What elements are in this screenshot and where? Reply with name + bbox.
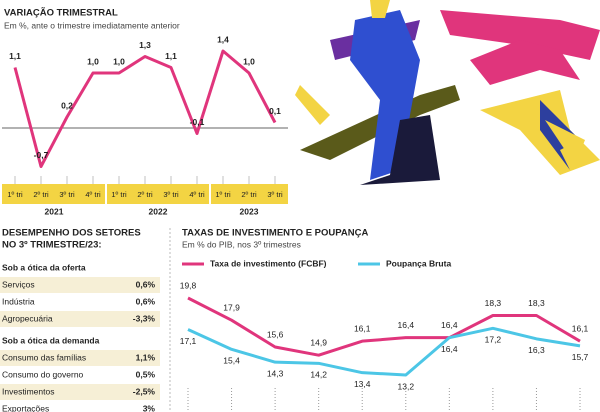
data-label: 16,4	[398, 320, 415, 330]
x-tick-label: 1º tri	[111, 190, 127, 199]
row-label: Consumo das famílias	[2, 352, 86, 362]
row-label: Agropecuária	[2, 313, 53, 323]
chart-subtitle: Em % do PIB, nos 3º trimestres	[182, 239, 301, 249]
x-tick-label: 2º tri	[241, 190, 257, 199]
row-value: 1,1%	[136, 352, 156, 362]
data-label: 17,1	[180, 336, 197, 346]
x-tick-label: 3º tri	[163, 190, 179, 199]
data-label: -0,1	[190, 117, 205, 127]
data-label: 16,1	[572, 323, 589, 333]
line	[13, 49, 277, 168]
category-band	[2, 184, 288, 204]
data-label: 16,1	[354, 323, 371, 333]
x-tick-label: 2º tri	[137, 190, 153, 199]
data-label: 0,1	[269, 106, 281, 116]
data-label: 1,0	[113, 56, 125, 66]
data-label: 14,2	[310, 370, 327, 380]
legend-label: Taxa de investimento (FCBF)	[210, 258, 327, 268]
x-tick-label: 1º tri	[7, 190, 23, 199]
data-label: 14,9	[310, 337, 327, 347]
row-value: 3%	[143, 403, 156, 412]
row-value: -2,5%	[133, 386, 156, 396]
data-label: 18,3	[528, 298, 545, 308]
data-label: 16,4	[441, 320, 458, 330]
data-label: 0,2	[61, 100, 73, 110]
row-label: Indústria	[2, 296, 35, 306]
line	[187, 296, 581, 357]
data-label: 1,1	[9, 51, 21, 61]
data-label: 1,4	[217, 34, 229, 44]
row-bg	[0, 277, 160, 293]
data-label: 17,2	[485, 335, 502, 345]
data-label: 14,3	[267, 368, 284, 378]
data-label: 18,3	[485, 298, 502, 308]
table-title: DESEMPENHO DOS SETORES	[2, 228, 141, 239]
row-bg	[0, 384, 160, 400]
illustration	[295, 0, 600, 185]
data-label: 13,2	[398, 381, 415, 391]
table-title: NO 3º TRIMESTRE/23:	[2, 240, 102, 251]
row-bg	[0, 311, 160, 327]
row-bg	[0, 350, 160, 366]
x-tick-label: 2º tri	[33, 190, 49, 199]
data-label: 15,6	[267, 329, 284, 339]
data-label: 19,8	[180, 280, 197, 290]
x-tick-label: 1º tri	[215, 190, 231, 199]
row-label: Serviços	[2, 279, 35, 289]
group-label: 2021	[45, 206, 64, 216]
data-label: 16,3	[528, 345, 545, 355]
row-value: 0,6%	[136, 296, 156, 306]
data-label: 17,9	[223, 302, 240, 312]
x-tick-label: 3º tri	[59, 190, 75, 199]
group-label: 2023	[240, 206, 259, 216]
x-tick-label: 3º tri	[267, 190, 283, 199]
line	[187, 326, 581, 377]
row-value: 0,6%	[136, 279, 156, 289]
row-label: Investimentos	[2, 386, 54, 396]
data-label: 1,1	[165, 51, 177, 61]
data-label: 15,7	[572, 352, 589, 362]
chart-subtitle: Em %, ante o trimestre imediatamente ant…	[4, 20, 180, 30]
row-label: Exportações	[2, 403, 49, 412]
data-label: 16,4	[441, 344, 458, 354]
data-label: 1,0	[87, 56, 99, 66]
legend-label: Poupança Bruta	[386, 258, 451, 268]
x-tick-label: 4º tri	[189, 190, 205, 199]
row-label: Consumo do governo	[2, 369, 84, 379]
section-heading: Sob a ótica da demanda	[2, 335, 100, 345]
row-value: 0,5%	[136, 369, 156, 379]
data-label: 15,4	[223, 356, 240, 366]
chart-title: TAXAS DE INVESTIMENTO E POUPANÇA	[182, 228, 368, 239]
row-value: -3,3%	[133, 313, 156, 323]
data-label: -0,7	[34, 150, 49, 160]
x-tick-label: 4º tri	[85, 190, 101, 199]
data-label: 13,4	[354, 379, 371, 389]
group-label: 2022	[149, 206, 168, 216]
data-label: 1,0	[243, 56, 255, 66]
data-label: 1,3	[139, 40, 151, 50]
section-heading: Sob a ótica da oferta	[2, 262, 86, 272]
chart-title: VARIAÇÃO TRIMESTRAL	[4, 8, 118, 19]
